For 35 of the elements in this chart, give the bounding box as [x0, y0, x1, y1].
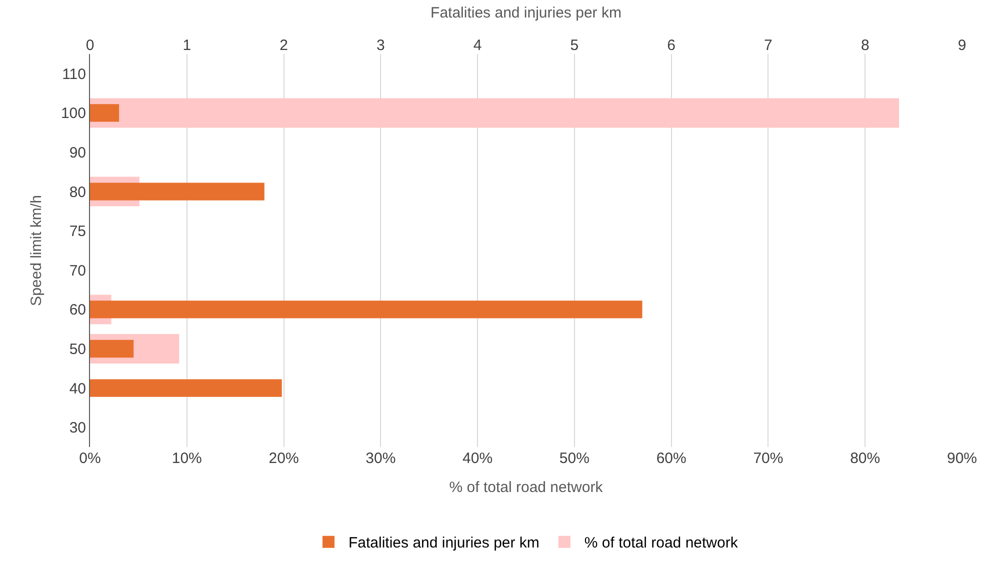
x2-tick-label: 2	[280, 37, 288, 54]
y-tick-label: 30	[69, 420, 86, 437]
legend-label: Fatalities and injuries per km	[348, 534, 540, 552]
y-tick-label: 75	[69, 223, 86, 240]
x-tick-label: 30%	[366, 450, 396, 467]
x-tick-label: 0%	[79, 450, 101, 467]
y-tick-label: 90	[69, 144, 86, 162]
x-tick-label: 50%	[559, 450, 590, 467]
x-tick-label: 60%	[656, 450, 686, 467]
x-tick-label: 10%	[172, 450, 202, 467]
y-tick-label: 70	[69, 262, 86, 280]
y-tick-label: 80	[69, 184, 86, 201]
y-axis-title: Speed limit km/h	[28, 195, 46, 306]
y-tick-label: 100	[60, 105, 86, 122]
y-tick-label: 40	[69, 380, 86, 398]
y-tick-label: 60	[69, 302, 86, 319]
x-tick-label: 40%	[462, 450, 493, 467]
x2-tick-label: 4	[473, 37, 482, 54]
x2-axis-title: Fatalities and injuries per km	[430, 4, 622, 22]
x2-tick-label: 9	[958, 37, 966, 54]
x2-tick-label: 8	[860, 37, 870, 54]
x-tick-label: 20%	[268, 450, 299, 467]
x2-tick-label: 0	[86, 37, 94, 54]
x-tick-label: 90%	[946, 450, 978, 467]
x2-tick-label: 5	[570, 37, 579, 54]
legend-label: % of total road network	[584, 534, 738, 552]
x2-tick-label: 6	[667, 37, 676, 54]
x-tick-label: 70%	[753, 450, 784, 467]
x-tick-label: 80%	[850, 450, 880, 467]
x2-tick-label: 7	[764, 37, 772, 54]
y-tick-label: 110	[62, 66, 86, 83]
x-axis-title: % of total road network	[449, 479, 604, 496]
y-tick-label: 50	[69, 341, 86, 358]
x2-tick-label: 3	[376, 37, 385, 54]
x2-tick-label: 1	[182, 37, 192, 54]
